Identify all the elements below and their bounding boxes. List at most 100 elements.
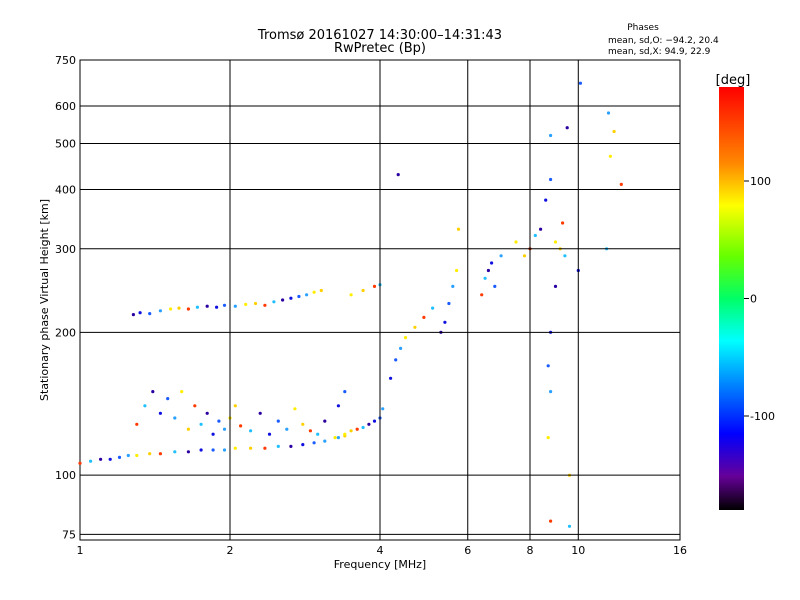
phases-x-stats: mean, sd,X: 94.9, 22.9 [608, 47, 711, 57]
x-tick-label: 10 [571, 544, 585, 557]
data-point [215, 305, 219, 309]
y-tick-label: 500 [55, 138, 76, 151]
data-point [186, 307, 190, 311]
data-point [244, 302, 248, 306]
phases-o-stats: mean, sd,O: −94.2, 20.4 [608, 36, 719, 46]
data-point [148, 312, 152, 316]
data-point [533, 233, 537, 238]
data-point [177, 306, 181, 310]
data-point [158, 309, 162, 313]
data-point [199, 448, 203, 452]
data-point [233, 446, 237, 450]
data-point [499, 254, 503, 258]
data-point [367, 422, 371, 426]
data-point [108, 457, 112, 461]
data-point [89, 459, 93, 463]
data-point [561, 221, 565, 225]
x-tick-label: 4 [377, 544, 384, 557]
chart-title: Tromsø 20161027 14:30:00–14:31:43 [257, 28, 502, 43]
data-point [193, 404, 197, 408]
data-point [211, 432, 215, 436]
data-point [131, 313, 135, 317]
data-point [222, 427, 227, 431]
data-point [372, 284, 377, 288]
data-point [138, 311, 142, 315]
data-point [403, 336, 408, 340]
data-point [361, 425, 365, 430]
data-point [308, 429, 312, 433]
colorbar-ticks: 100 0 -100 [744, 175, 775, 423]
data-point [316, 432, 320, 436]
data-point [195, 305, 199, 309]
data-point [563, 254, 567, 258]
data-point [222, 303, 227, 307]
data-point [281, 298, 285, 302]
data-point [158, 452, 162, 456]
data-point [285, 427, 289, 431]
data-point [319, 288, 323, 293]
data-point [297, 294, 301, 299]
data-point [312, 290, 316, 294]
data-point [493, 284, 497, 288]
data-point [546, 364, 550, 368]
data-point [205, 304, 209, 308]
data-point [267, 432, 272, 436]
data-point [135, 453, 139, 458]
data-point [301, 422, 305, 426]
axes: 1 2 4 6 8 10 16 75 100 200 300 400 500 600 750 [55, 54, 687, 557]
data-point [608, 154, 613, 158]
data-point [483, 276, 487, 280]
phases-title: Phases [627, 23, 659, 33]
data-point [333, 436, 337, 440]
data-point [312, 441, 316, 445]
data-point [276, 444, 280, 448]
data-point [143, 404, 147, 408]
grid-lines [80, 60, 680, 540]
data-point [173, 450, 177, 454]
data-point [272, 300, 276, 304]
y-axis-label: Stationary phase Virtual Height [km] [38, 199, 51, 401]
data-point [349, 293, 353, 297]
data-point [606, 111, 611, 115]
data-point [413, 325, 417, 329]
data-point [233, 304, 237, 308]
data-point [565, 126, 569, 130]
data-point [486, 268, 490, 273]
y-tick-label: 300 [55, 243, 76, 256]
data-point [361, 288, 365, 293]
data-point [567, 524, 572, 528]
data-point [443, 320, 447, 324]
y-tick-label: 400 [55, 184, 76, 197]
y-tick-label: 200 [55, 326, 76, 339]
data-point [336, 436, 340, 440]
data-point [211, 448, 215, 452]
data-point [222, 448, 227, 452]
data-point [455, 268, 459, 273]
data-point [456, 227, 461, 231]
data-point [514, 240, 518, 244]
colorbar-tick-label: -100 [750, 410, 775, 423]
data-point [343, 390, 347, 394]
data-point [394, 358, 398, 362]
data-point [289, 296, 293, 300]
data-point [522, 254, 527, 258]
x-tick-label: 2 [227, 544, 234, 557]
colorbar [719, 87, 744, 510]
data-point [431, 306, 435, 310]
colorbar-label: [deg] [716, 73, 751, 88]
data-point [263, 446, 267, 450]
data-point [389, 376, 393, 380]
data-point [480, 293, 484, 297]
data-point [289, 444, 293, 448]
data-point [490, 261, 494, 265]
data-point [549, 177, 553, 182]
data-point [422, 315, 426, 319]
data-point [258, 411, 262, 415]
data-point [117, 455, 122, 459]
data-point [323, 419, 327, 423]
data-point [78, 461, 82, 465]
data-point [355, 427, 359, 431]
data-point [217, 419, 221, 423]
data-point [451, 284, 455, 288]
data-point [158, 411, 162, 415]
